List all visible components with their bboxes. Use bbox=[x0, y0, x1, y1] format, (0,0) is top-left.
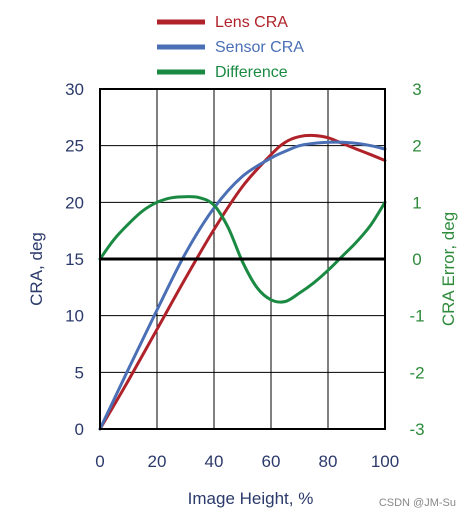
y-right-tick-label: -3 bbox=[409, 420, 424, 439]
legend-label: Lens CRA bbox=[215, 14, 288, 31]
y-left-tick-label: 15 bbox=[65, 250, 84, 269]
y-left-tick-label: 30 bbox=[65, 80, 84, 99]
y-right-tick-label: 0 bbox=[412, 250, 421, 269]
legend-label: Difference bbox=[215, 64, 288, 81]
watermark: CSDN @JM-Su bbox=[379, 497, 456, 509]
y-right-tick-label: -1 bbox=[409, 307, 424, 326]
y-left-tick-label: 20 bbox=[65, 193, 84, 212]
series-line-difference bbox=[98, 195, 387, 304]
x-tick-label: 20 bbox=[148, 452, 167, 471]
x-tick-label: 40 bbox=[205, 452, 224, 471]
x-tick-label: 80 bbox=[319, 452, 338, 471]
series-group bbox=[98, 133, 387, 431]
series-line-sensor-cra bbox=[98, 140, 387, 431]
series-line-lens-cra bbox=[98, 133, 387, 431]
x-tick-label: 0 bbox=[95, 452, 104, 471]
y-axis-right-label: CRA Error, deg bbox=[439, 212, 458, 326]
y-left-tick-label: 10 bbox=[65, 307, 84, 326]
y-left-tick-label: 25 bbox=[65, 137, 84, 156]
y-right-tick-label: 2 bbox=[412, 137, 421, 156]
legend-label: Sensor CRA bbox=[215, 39, 304, 56]
y-right-tick-label: 1 bbox=[412, 193, 421, 212]
y-left-tick-label: 5 bbox=[75, 363, 84, 382]
y-left-tick-label: 0 bbox=[75, 420, 84, 439]
x-tick-label: 60 bbox=[262, 452, 281, 471]
y-axis-left-label: CRA, deg bbox=[27, 232, 46, 306]
tick-labels: 0 20 40 60 80 100 0 5 10 15 20 25 30 -3 -2 -1 0 1 2 3 bbox=[65, 80, 424, 471]
x-tick-label: 100 bbox=[371, 452, 399, 471]
legend: Lens CRA Sensor CRA Difference bbox=[157, 14, 304, 81]
y-right-tick-label: -2 bbox=[409, 363, 424, 382]
x-axis-label: Image Height, % bbox=[188, 489, 314, 508]
y-right-tick-label: 3 bbox=[412, 80, 421, 99]
